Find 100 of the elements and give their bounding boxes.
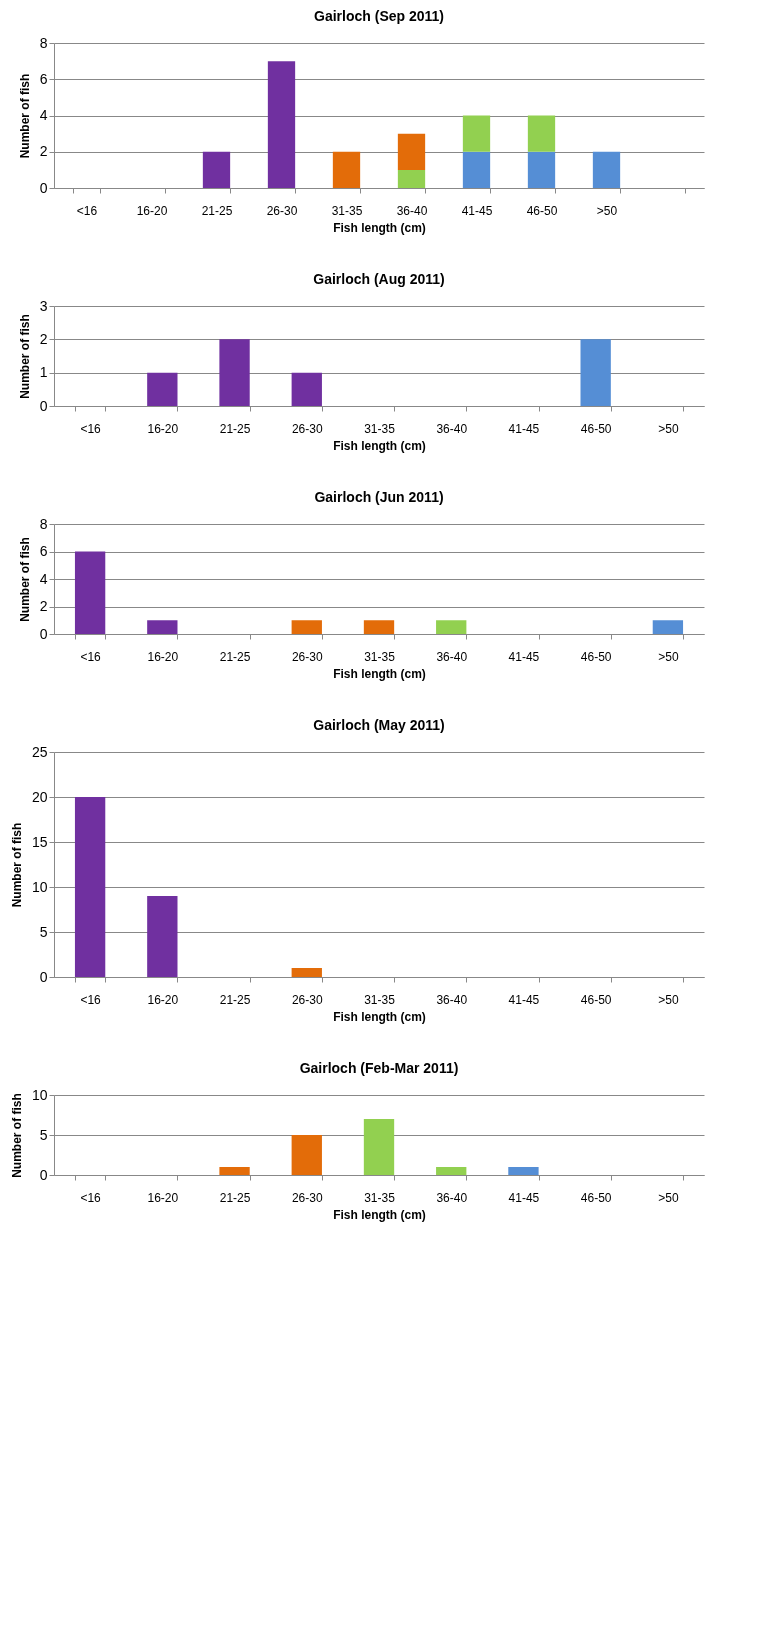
x-axis-title: Fish length (cm)	[333, 220, 426, 235]
y-tick-label: 8	[39, 34, 48, 51]
x-tick-label: 36-40	[436, 649, 468, 664]
x-tick-label: 16-20	[136, 203, 168, 218]
x-tick-label: 31-35	[364, 421, 396, 436]
y-tick-label: 4	[39, 107, 48, 123]
bar	[291, 1135, 322, 1175]
x-tick-label: 21-25	[219, 1190, 251, 1205]
x-tick-label: 41-45	[508, 421, 540, 436]
chart-title: Gairloch (Aug 2011)	[313, 271, 445, 287]
x-tick-label: 16-20	[147, 1190, 179, 1205]
x-tick-label: 36-40	[436, 992, 468, 1007]
chart-title: Gairloch (Jun 2011)	[314, 489, 444, 505]
x-tick-label: 36-40	[396, 203, 428, 218]
x-tick-label: 36-40	[436, 421, 468, 436]
x-tick-label: 31-35	[364, 1190, 396, 1205]
y-tick-label: 15	[31, 833, 48, 850]
x-axis-title: Fish length (cm)	[333, 438, 426, 453]
y-tick-label: 8	[39, 515, 48, 532]
bar	[436, 1167, 467, 1175]
x-tick-label: 31-35	[364, 649, 396, 664]
x-tick-label: 46-50	[580, 421, 612, 436]
x-tick-label: 46-50	[580, 1190, 612, 1205]
x-tick-label: 21-25	[219, 421, 251, 436]
y-tick-label: 0	[39, 625, 48, 642]
y-axis-title: Number of fish	[17, 537, 32, 622]
y-axis-title: Number of fish	[9, 1093, 24, 1178]
x-tick-label: 31-35	[364, 992, 396, 1007]
bar	[462, 151, 491, 188]
y-tick-label: 2	[39, 330, 48, 347]
y-tick-label: 6	[39, 543, 48, 559]
x-tick-label: <16	[80, 649, 102, 664]
x-tick-label: 21-25	[201, 203, 233, 218]
x-tick-label: 21-25	[219, 649, 251, 664]
y-tick-label: 0	[39, 397, 48, 414]
y-tick-label: 4	[39, 570, 48, 587]
y-tick-label: 1	[39, 364, 48, 381]
y-tick-label: 10	[31, 878, 48, 895]
x-axis-title: Fish length (cm)	[333, 666, 426, 681]
x-tick-label: 41-45	[461, 203, 493, 218]
bar	[291, 968, 322, 977]
x-tick-label: <16	[76, 203, 98, 218]
bar	[527, 151, 556, 188]
x-tick-label: 31-35	[331, 203, 363, 218]
x-tick-label: 26-30	[291, 992, 323, 1007]
x-tick-label: 46-50	[580, 992, 612, 1007]
x-tick-label: 26-30	[291, 649, 323, 664]
y-tick-label: 3	[39, 297, 48, 314]
x-tick-label: <16	[80, 992, 102, 1007]
bar	[147, 896, 178, 977]
y-tick-label: 0	[39, 179, 48, 196]
x-tick-label: 46-50	[580, 649, 612, 664]
x-tick-label: 46-50	[526, 203, 558, 218]
bar	[527, 115, 556, 152]
x-tick-label: 16-20	[147, 992, 179, 1007]
bar	[267, 61, 296, 188]
y-axis-title: Number of fish	[17, 73, 32, 159]
bar	[508, 1167, 539, 1175]
x-tick-label: <16	[80, 421, 102, 436]
y-tick-label: 10	[31, 1086, 48, 1103]
bar	[363, 1119, 395, 1175]
x-tick-label: 16-20	[147, 649, 179, 664]
x-tick-label: 26-30	[266, 203, 298, 218]
bar	[74, 797, 106, 977]
x-axis-title: Fish length (cm)	[333, 1207, 426, 1222]
x-tick-label: >50	[658, 1190, 679, 1205]
y-tick-label: 5	[39, 923, 48, 940]
y-tick-label: 20	[31, 788, 48, 805]
x-tick-label: <16	[80, 1190, 102, 1205]
x-tick-label: 41-45	[508, 649, 540, 664]
bar	[332, 151, 361, 188]
y-tick-label: 6	[39, 70, 48, 87]
y-tick-label: 2	[39, 598, 48, 614]
y-axis-title: Number of fish	[9, 822, 24, 908]
bar	[397, 133, 426, 170]
x-tick-label: 36-40	[436, 1190, 468, 1205]
y-tick-label: 25	[31, 743, 48, 760]
x-tick-label: >50	[658, 992, 679, 1007]
bar	[462, 115, 491, 152]
y-axis-title: Number of fish	[17, 314, 32, 399]
chart-title: Gairloch (May 2011)	[313, 717, 445, 733]
x-tick-label: 21-25	[219, 992, 251, 1007]
y-tick-label: 0	[39, 1166, 48, 1183]
bar	[202, 151, 231, 188]
x-tick-label: 26-30	[291, 421, 323, 436]
x-tick-label: >50	[596, 203, 618, 218]
y-tick-label: 0	[39, 968, 48, 985]
chart-title: Gairloch (Feb-Mar 2011)	[299, 1060, 459, 1076]
bar	[397, 169, 426, 188]
x-tick-label: >50	[658, 649, 679, 664]
x-tick-label: 41-45	[508, 992, 540, 1007]
x-tick-label: 26-30	[291, 1190, 323, 1205]
x-tick-label: >50	[658, 421, 679, 436]
x-tick-label: 16-20	[147, 421, 179, 436]
bar	[219, 1167, 250, 1175]
bar	[592, 151, 621, 188]
y-tick-label: 5	[39, 1126, 48, 1143]
y-tick-label: 2	[39, 143, 48, 160]
x-tick-label: 41-45	[508, 1190, 540, 1205]
chart-title: Gairloch (Sep 2011)	[314, 8, 444, 24]
